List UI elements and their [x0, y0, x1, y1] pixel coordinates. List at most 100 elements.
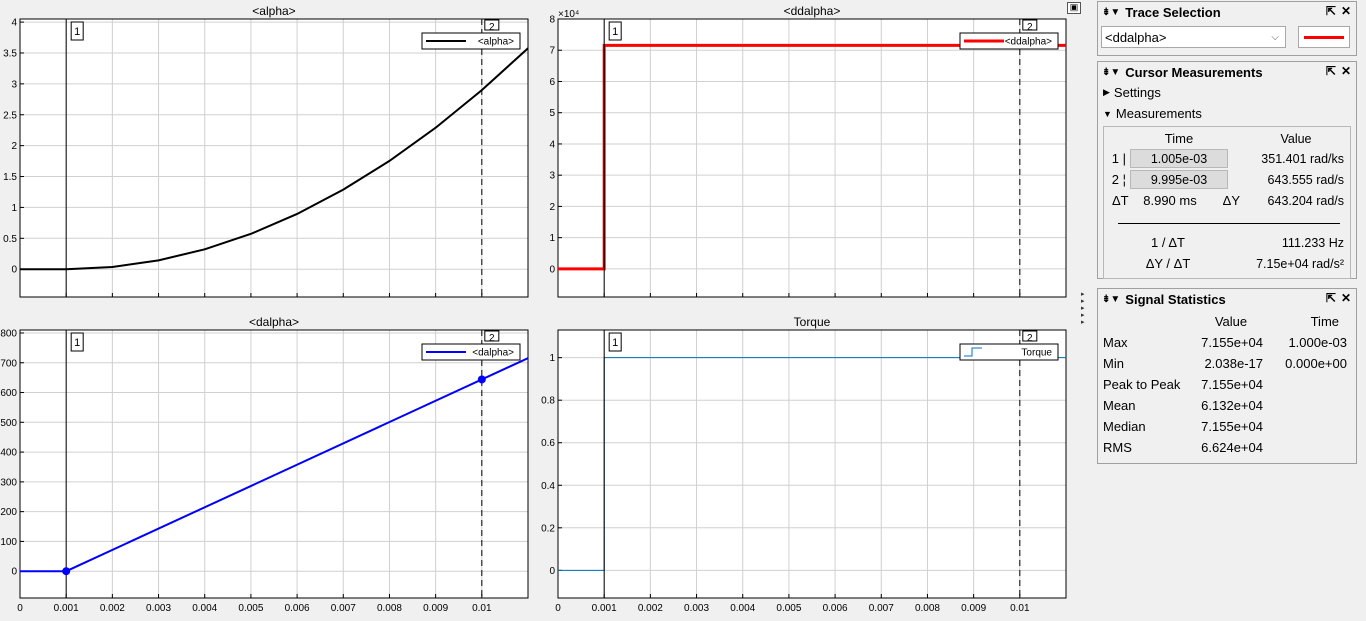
plot-title: <ddalpha>: [784, 4, 841, 18]
close-icon[interactable]: ✕: [1340, 4, 1351, 18]
x-tick-label: 0.006: [823, 603, 848, 614]
collapse-arrow-icon: ▼: [1103, 108, 1112, 119]
trace-selection-header: ⇟▼ Trace Selection ⇱ ✕: [1098, 2, 1356, 22]
dy-label: ΔY: [1222, 193, 1240, 208]
cursor-2-point: [477, 375, 486, 384]
y-tick-label: 2: [549, 202, 555, 213]
plot-title: <alpha>: [252, 4, 295, 18]
x-tick-label: 0.007: [869, 603, 894, 614]
cursor-measurements-panel: ⇟▼ Cursor Measurements ⇱ ✕ ▶ Settings ▼ …: [1097, 61, 1357, 279]
y-tick-label: 500: [0, 418, 17, 429]
side-expand-arrows-icon[interactable]: ▸ ▸ ▸ ▸ ▸: [1081, 291, 1085, 326]
x-tick-label: 0.003: [684, 603, 709, 614]
legend-box: [959, 343, 1059, 361]
stats-label: Mean: [1103, 398, 1136, 413]
stats-time: 1.000e-03: [1288, 335, 1347, 350]
y-tick-label: 600: [0, 388, 17, 399]
time-column-header: Time: [1164, 131, 1194, 146]
stats-time: 0.000e+00: [1285, 356, 1347, 371]
cursor-1-flag: [70, 21, 84, 41]
stats-value: 7.155e+04: [1201, 335, 1263, 350]
cursor-1-label: 1: [612, 337, 618, 349]
x-tick-label: 0.001: [54, 603, 79, 614]
trace-color-line: [1304, 35, 1344, 39]
dydt-label: ΔY / ΔT: [1145, 256, 1191, 271]
y-tick-label: 0.4: [541, 481, 555, 492]
cursor1-time-field[interactable]: 1.005e-03: [1130, 149, 1228, 168]
x-tick-label: 0.005: [238, 603, 263, 614]
y-tick-label: 800: [0, 328, 17, 339]
trace-color-swatch[interactable]: [1298, 26, 1350, 48]
x-tick-label: 0: [555, 603, 561, 614]
plot-frame: [557, 18, 1067, 298]
trace-select-dropdown[interactable]: <ddalpha> ⌵: [1101, 26, 1286, 48]
collapse-icon[interactable]: ⇟▼: [1102, 293, 1121, 305]
plot-background: [20, 19, 528, 297]
plot-title: <dalpha>: [249, 315, 299, 329]
y-tick-label: 4: [549, 139, 555, 150]
cursor1-row: 1 | 1.005e-03 351.401 rad/ks: [1108, 148, 1346, 169]
y-tick-label: 0: [549, 566, 555, 577]
expand-arrow-icon: ▶: [1103, 87, 1110, 97]
y-tick-label: 300: [0, 477, 17, 488]
y-tick-label: 1.5: [3, 172, 17, 183]
plot-frame: [557, 329, 1067, 599]
y-tick-label: 0: [11, 567, 17, 578]
stats-row: Mean 6.132e+04: [1103, 395, 1351, 416]
scope-plots-svg[interactable]: 0 0.5 1 1.5 2 2.5 3 3.5 4 <alpha> 1 2 <alpha> 0 1 2 3 4 5 6…: [0, 0, 1086, 621]
x-tick-label: 0.005: [776, 603, 801, 614]
y-tick-label: 2: [11, 141, 17, 152]
trace-select-value: <ddalpha>: [1105, 29, 1167, 45]
y-tick-label: 0.2: [541, 523, 555, 534]
x-tick-label: 0.006: [285, 603, 310, 614]
legend-box: [421, 32, 521, 50]
x-tick-label: 0.002: [638, 603, 663, 614]
x-tick-label: 0.007: [331, 603, 356, 614]
plot-background: [558, 330, 1066, 598]
y-exponent-label: ×10⁴: [558, 9, 579, 20]
y-tick-label: 3: [11, 79, 17, 90]
cursor-1-label: 1: [612, 26, 618, 38]
cursor-1-point: [62, 567, 71, 576]
undock-panel-icon[interactable]: ⇱: [1325, 4, 1336, 18]
statistics-table: Value Time Max 7.155e+04 1.000e-03 Min 2.038…: [1098, 309, 1356, 464]
stats-time-header: Time: [1310, 314, 1339, 329]
measurements-tree-item[interactable]: ▼ Measurements: [1098, 103, 1356, 124]
x-tick-label: 0.002: [100, 603, 125, 614]
cursor2-time-field[interactable]: 9.995e-03: [1130, 170, 1228, 189]
dt-value: 8.990 ms: [1143, 193, 1197, 208]
dydt-value: 7.15e+04 rad/s²: [1256, 256, 1344, 271]
stats-row: Median 7.155e+04: [1103, 416, 1351, 437]
stats-row: RMS 6.624e+04: [1103, 437, 1351, 458]
y-tick-label: 700: [0, 358, 17, 369]
signal-statistics-panel: ⇟▼ Signal Statistics ⇱ ✕ Value Time Max 7…: [1097, 288, 1357, 464]
stats-row: Peak to Peak 7.155e+04: [1103, 374, 1351, 395]
delta-row: ΔT 8.990 ms ΔY 643.204 rad/s: [1108, 190, 1346, 211]
y-tick-label: 4: [11, 18, 17, 29]
stats-value: 7.155e+04: [1201, 419, 1263, 434]
plot-title: Torque: [794, 315, 831, 329]
cursor-1-label: 1: [74, 337, 80, 349]
plot-frame: [19, 329, 529, 599]
y-tick-label: 200: [0, 507, 17, 518]
undock-panel-icon[interactable]: ⇱: [1325, 291, 1336, 305]
stats-label: Max: [1103, 335, 1128, 350]
measurements-label: Measurements: [1115, 106, 1202, 121]
undock-icon[interactable]: ▣: [1067, 2, 1081, 14]
y-tick-label: 3.5: [3, 48, 17, 59]
collapse-icon[interactable]: ⇟▼: [1102, 6, 1121, 18]
y-tick-label: 1: [549, 233, 555, 244]
x-tick-label: 0.008: [377, 603, 402, 614]
inv-dt-value: 111.233 Hz: [1281, 235, 1344, 250]
collapse-icon[interactable]: ⇟▼: [1102, 66, 1121, 78]
trace-selection-panel: ⇟▼ Trace Selection ⇱ ✕ <ddalpha> ⌵: [1097, 1, 1357, 56]
undock-panel-icon[interactable]: ⇱: [1325, 64, 1336, 78]
x-tick-label: 0.001: [592, 603, 617, 614]
close-icon[interactable]: ✕: [1340, 291, 1351, 305]
stats-row: Min 2.038e-17 0.000e+00: [1103, 353, 1351, 374]
measurements-divider: [1118, 223, 1340, 224]
y-tick-label: 0: [549, 264, 555, 275]
trace-selection-title: Trace Selection: [1125, 4, 1221, 20]
settings-tree-item[interactable]: ▶ Settings: [1098, 82, 1356, 103]
close-icon[interactable]: ✕: [1340, 64, 1351, 78]
